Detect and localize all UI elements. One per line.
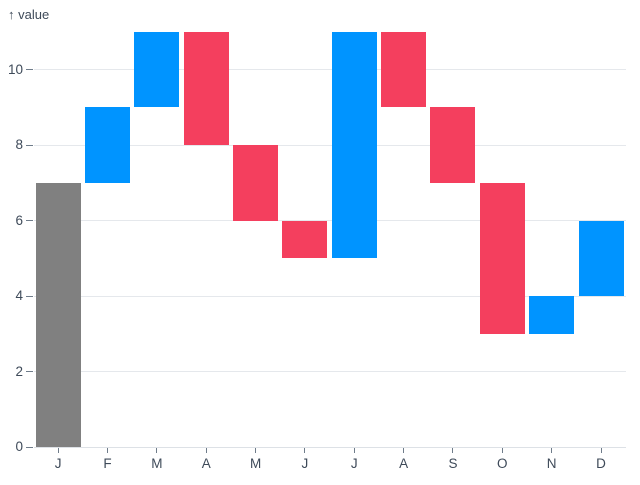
x-tick-mark bbox=[255, 448, 257, 453]
x-tick-label: A bbox=[201, 456, 211, 471]
waterfall-bar-increase bbox=[331, 32, 377, 259]
x-tick-label: F bbox=[103, 456, 112, 471]
y-tick-label: 2 bbox=[15, 363, 23, 379]
y-tick-label: 4 bbox=[15, 288, 23, 304]
waterfall-bar-increase bbox=[578, 220, 624, 297]
y-tick-mark bbox=[26, 69, 33, 71]
waterfall-bar-decrease bbox=[479, 182, 525, 334]
gridline bbox=[33, 295, 626, 297]
y-tick-label: 6 bbox=[15, 212, 23, 228]
waterfall-bar-decrease bbox=[430, 107, 476, 183]
gridline bbox=[33, 69, 626, 71]
waterfall-bar-decrease bbox=[381, 32, 427, 108]
x-tick-mark bbox=[403, 448, 405, 453]
y-tick-label: 0 bbox=[15, 439, 23, 454]
x-tick-label: M bbox=[249, 456, 262, 471]
x-tick-label: N bbox=[546, 456, 557, 471]
y-tick-label: 8 bbox=[15, 137, 23, 153]
waterfall-bar-decrease bbox=[282, 220, 328, 259]
y-tick-mark bbox=[26, 220, 33, 222]
y-tick-mark bbox=[26, 295, 33, 297]
x-tick-label: J bbox=[54, 456, 62, 471]
x-tick-label: J bbox=[301, 456, 309, 471]
y-axis-title: ↑ value bbox=[8, 7, 50, 22]
x-tick-label: S bbox=[448, 456, 458, 471]
waterfall-bar-decrease bbox=[233, 145, 279, 221]
y-tick-label: 10 bbox=[7, 61, 23, 77]
x-tick-mark bbox=[501, 448, 503, 453]
x-tick-label: A bbox=[399, 456, 409, 471]
x-tick-mark bbox=[600, 448, 602, 453]
waterfall-bar-increase bbox=[529, 296, 575, 334]
x-tick-mark bbox=[107, 448, 109, 453]
waterfall-bar-decrease bbox=[183, 32, 229, 146]
x-tick-label: M bbox=[151, 456, 163, 471]
waterfall-bar-total bbox=[35, 182, 81, 447]
gridline bbox=[33, 220, 626, 222]
x-tick-mark bbox=[452, 448, 454, 453]
gridline bbox=[33, 371, 626, 373]
x-tick-mark bbox=[156, 448, 158, 453]
x-tick-label: J bbox=[350, 456, 358, 471]
x-tick-mark bbox=[57, 448, 59, 453]
waterfall-bar-increase bbox=[134, 32, 180, 108]
y-tick-mark bbox=[26, 144, 33, 146]
x-tick-mark bbox=[304, 448, 306, 453]
x-tick-label: D bbox=[596, 456, 606, 471]
y-tick-mark bbox=[26, 446, 33, 448]
x-axis-line bbox=[33, 446, 626, 448]
x-tick-mark bbox=[353, 448, 355, 453]
x-tick-label: O bbox=[497, 456, 508, 471]
x-tick-mark bbox=[551, 448, 553, 453]
x-tick-mark bbox=[205, 448, 207, 453]
gridline bbox=[33, 144, 626, 146]
waterfall-bar-increase bbox=[85, 107, 131, 183]
y-tick-mark bbox=[26, 371, 33, 373]
